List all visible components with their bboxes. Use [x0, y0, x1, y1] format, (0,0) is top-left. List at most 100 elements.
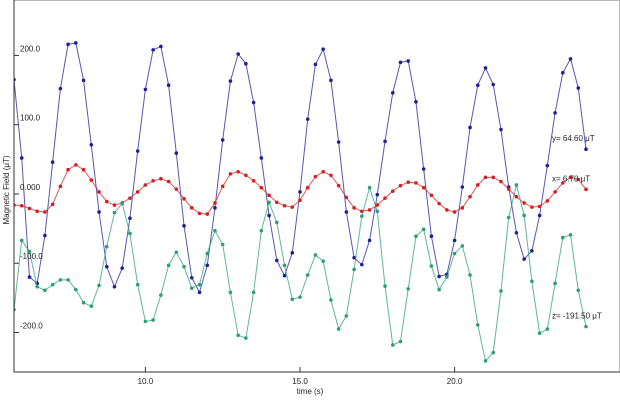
data-point	[576, 177, 581, 182]
data-point	[151, 318, 155, 322]
data-point	[89, 304, 94, 308]
data-point	[390, 189, 395, 193]
data-point	[66, 42, 70, 47]
y-tick-label: -100.0	[20, 252, 43, 261]
data-point	[282, 263, 287, 268]
data-point	[460, 244, 465, 248]
data-point	[104, 199, 109, 204]
data-point	[244, 173, 248, 178]
data-point	[414, 234, 418, 239]
data-point	[282, 203, 287, 208]
series-annotation: x= 6.70 μT	[552, 174, 590, 183]
data-point	[267, 193, 271, 198]
data-point	[530, 279, 534, 284]
series-annotation: y= 64.60 μT	[552, 134, 595, 143]
data-point	[375, 209, 380, 214]
data-point	[506, 187, 511, 191]
data-point	[74, 163, 78, 167]
data-point	[545, 163, 550, 168]
data-point	[313, 174, 318, 179]
data-point	[189, 206, 194, 210]
data-point	[584, 147, 588, 152]
y-axis-label: Magnetic Field (μT)	[2, 155, 11, 224]
data-point	[329, 173, 333, 178]
data-point	[267, 213, 271, 218]
data-point	[429, 193, 434, 198]
data-point	[584, 324, 588, 329]
data-point	[514, 183, 519, 187]
data-point	[491, 175, 496, 180]
data-point	[58, 184, 63, 189]
data-point	[128, 231, 132, 236]
data-point	[50, 282, 55, 287]
data-point	[182, 264, 186, 269]
data-point	[213, 228, 217, 233]
data-point	[460, 206, 465, 210]
data-point	[89, 142, 94, 147]
data-point	[66, 167, 70, 172]
data-point	[19, 203, 24, 208]
data-point	[321, 259, 325, 263]
data-point	[530, 248, 534, 253]
data-point	[568, 57, 573, 61]
data-point	[367, 208, 372, 212]
data-point	[298, 190, 302, 194]
data-point	[236, 169, 240, 174]
data-point	[305, 185, 310, 190]
data-point	[182, 224, 186, 228]
data-point	[143, 319, 148, 324]
data-point	[97, 210, 101, 214]
x-tick-label: 15.0	[292, 377, 308, 386]
data-point	[421, 227, 426, 232]
data-point	[483, 359, 488, 363]
data-point	[584, 187, 588, 192]
data-point	[81, 300, 86, 305]
data-point	[468, 125, 472, 130]
data-point	[251, 179, 256, 183]
data-point	[460, 185, 465, 189]
data-point	[537, 213, 542, 218]
data-point	[143, 87, 148, 92]
data-point	[514, 194, 519, 199]
data-point	[383, 196, 387, 200]
data-point	[290, 251, 295, 255]
data-point	[27, 206, 32, 211]
data-point	[27, 275, 32, 279]
data-point	[452, 210, 457, 214]
data-point	[406, 59, 411, 63]
data-point	[135, 149, 140, 153]
data-point	[74, 287, 78, 292]
data-point	[205, 212, 210, 216]
data-point	[545, 327, 550, 331]
data-point	[197, 211, 202, 216]
data-point	[576, 86, 581, 90]
data-point	[205, 251, 210, 256]
data-point	[522, 213, 526, 218]
data-point	[305, 117, 310, 121]
data-point	[50, 160, 55, 164]
data-point	[228, 79, 233, 83]
data-point	[491, 350, 496, 355]
data-point	[483, 66, 488, 70]
data-point	[81, 167, 86, 172]
data-point	[329, 298, 333, 302]
data-point	[561, 181, 565, 185]
data-point	[367, 185, 372, 190]
data-point	[336, 183, 341, 188]
data-point	[151, 179, 155, 183]
data-point	[89, 178, 94, 182]
data-point	[19, 156, 24, 160]
data-point	[475, 183, 480, 187]
data-point	[159, 176, 163, 181]
data-point	[228, 290, 233, 295]
data-point	[336, 327, 341, 331]
data-point	[429, 234, 434, 239]
data-point	[445, 208, 449, 212]
data-point	[236, 52, 240, 56]
data-point	[406, 287, 411, 291]
data-point	[112, 203, 117, 207]
data-point	[398, 339, 403, 344]
y-tick-label: -200.0	[20, 322, 43, 331]
data-point	[236, 333, 240, 338]
